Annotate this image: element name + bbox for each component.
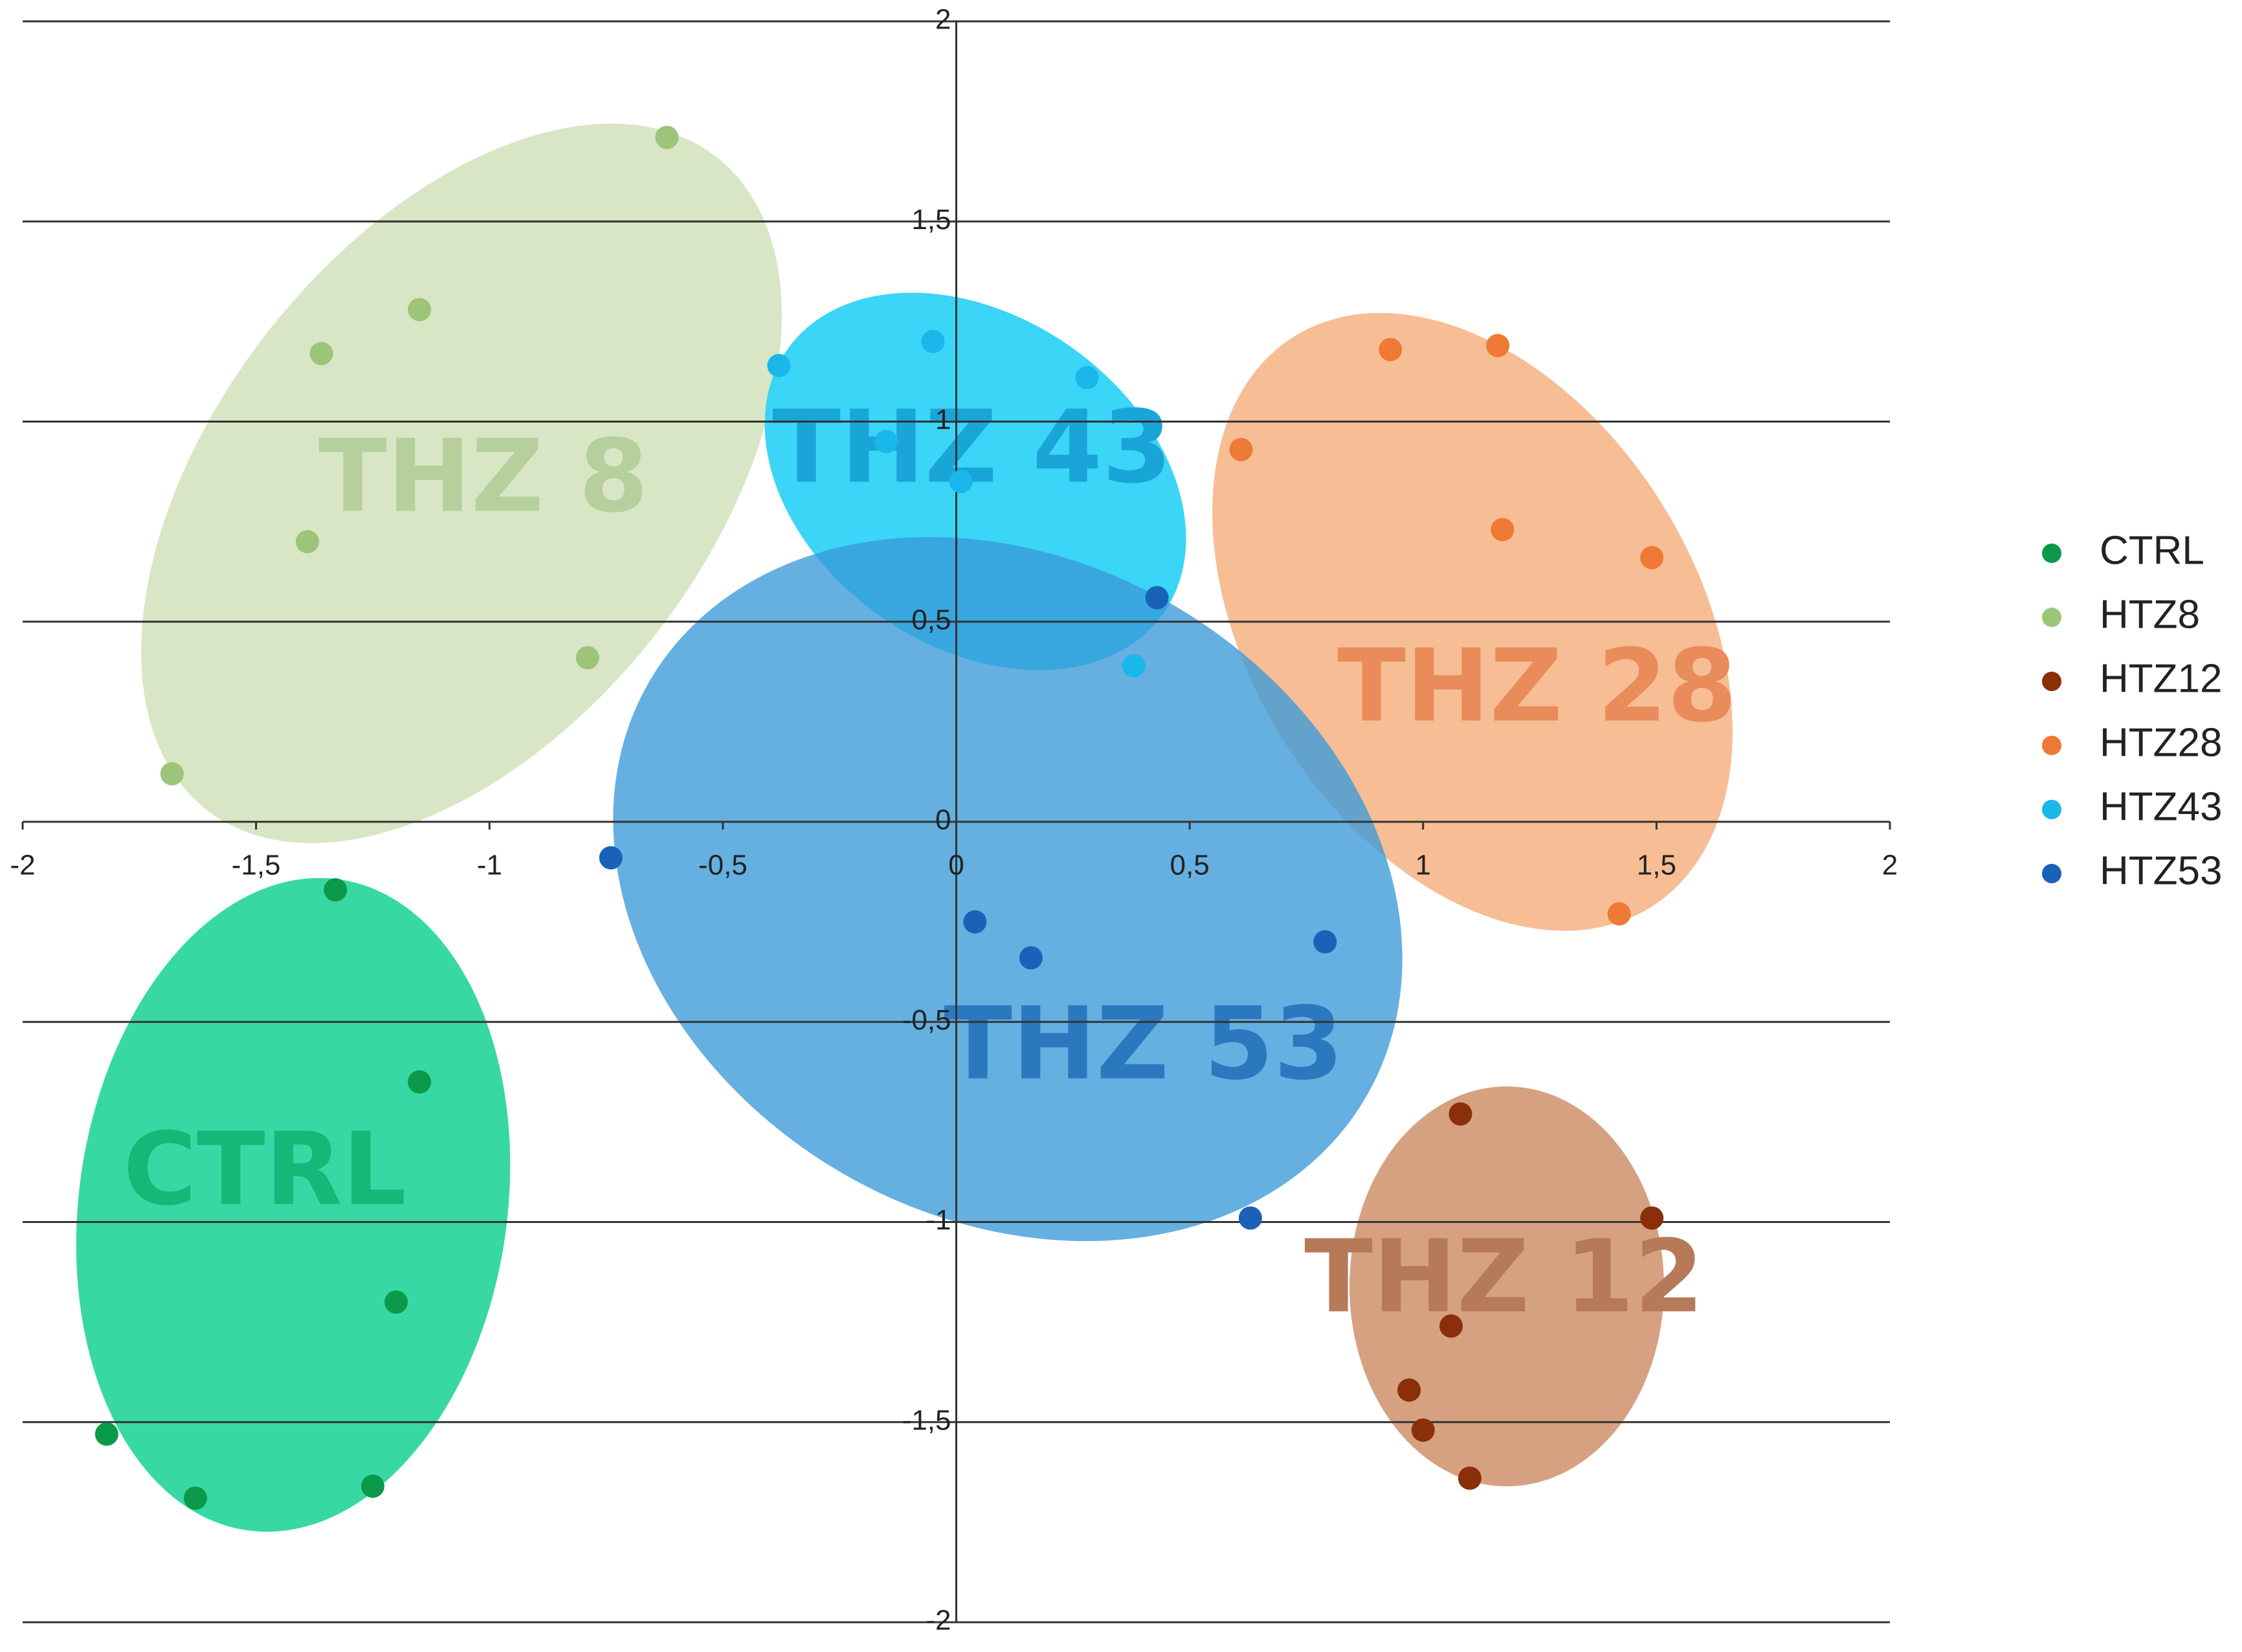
legend-label: HTZ12 xyxy=(2100,656,2222,701)
point xyxy=(408,298,432,322)
y-tick-label: 2 xyxy=(935,4,951,36)
point xyxy=(1075,366,1099,390)
point xyxy=(1379,338,1403,362)
legend-label: HTZ8 xyxy=(2100,592,2200,637)
point xyxy=(1238,1206,1262,1230)
x-tick-label: 0,5 xyxy=(1170,850,1210,881)
legend-marker xyxy=(2042,800,2061,819)
cluster-label: THZ 43 xyxy=(772,388,1172,505)
point xyxy=(324,878,348,902)
cluster-ellipses xyxy=(76,124,1733,1532)
cluster-label: THZ 53 xyxy=(944,985,1344,1102)
y-tick-label: 0,5 xyxy=(911,604,951,635)
point xyxy=(384,1290,408,1314)
cluster-ellipse xyxy=(76,877,511,1532)
point xyxy=(160,762,184,786)
point xyxy=(1229,437,1253,461)
legend-marker xyxy=(2042,608,2061,627)
y-tick-label: -0,5 xyxy=(902,1004,951,1036)
cluster-label: THZ 12 xyxy=(1304,1218,1704,1335)
legend-marker xyxy=(2042,736,2061,755)
y-tick-label: 1,5 xyxy=(911,204,951,236)
legend-label: HTZ28 xyxy=(2100,720,2222,765)
cluster-label: THZ 28 xyxy=(1337,627,1737,744)
point xyxy=(295,530,319,554)
y-tick-label: 1 xyxy=(935,404,951,435)
point xyxy=(655,126,679,149)
x-tick-label: 1 xyxy=(1415,850,1431,881)
point xyxy=(949,470,973,494)
cluster-ellipse xyxy=(1349,1086,1664,1486)
point xyxy=(1640,545,1664,569)
point xyxy=(874,430,898,454)
point xyxy=(963,910,987,934)
point xyxy=(1019,946,1043,970)
y-tick-label: -1 xyxy=(926,1204,951,1236)
point xyxy=(1458,1466,1482,1490)
legend-marker xyxy=(2042,544,2061,563)
point xyxy=(575,646,599,670)
cluster-ellipse xyxy=(141,124,782,843)
point xyxy=(1448,1102,1472,1126)
point xyxy=(1145,586,1169,610)
point xyxy=(309,342,333,366)
y-tick-label: -1,5 xyxy=(902,1404,951,1436)
x-tick-label: 1,5 xyxy=(1637,850,1676,881)
point xyxy=(1640,1206,1664,1230)
cluster-label: THZ 8 xyxy=(318,417,649,534)
legend-marker xyxy=(2042,864,2061,883)
point xyxy=(921,329,945,353)
x-tick-label: 2 xyxy=(1882,850,1898,881)
cluster-label: CTRL xyxy=(123,1110,406,1228)
point xyxy=(94,1422,118,1446)
point xyxy=(767,353,791,377)
x-tick-label: -0,5 xyxy=(698,850,748,881)
y-tick-label: -2 xyxy=(926,1605,951,1636)
point xyxy=(361,1474,384,1498)
point xyxy=(1491,518,1515,542)
point xyxy=(1439,1314,1463,1338)
x-tick-label: 0 xyxy=(948,850,964,881)
legend-label: HTZ43 xyxy=(2100,784,2222,829)
x-tick-label: -2 xyxy=(10,850,35,881)
point xyxy=(1411,1418,1435,1442)
x-tick-label: -1,5 xyxy=(232,850,281,881)
legend-label: CTRL xyxy=(2100,528,2204,573)
point xyxy=(1607,902,1631,926)
cluster-ellipse xyxy=(613,536,1403,1242)
point xyxy=(599,846,623,870)
legend-label: HTZ53 xyxy=(2100,848,2222,893)
point xyxy=(1313,930,1337,954)
point xyxy=(1122,654,1146,677)
point xyxy=(1397,1378,1421,1402)
y-tick-label: 0 xyxy=(935,804,951,836)
x-tick-label: -1 xyxy=(477,850,502,881)
point xyxy=(183,1486,207,1510)
point xyxy=(1486,333,1510,357)
point xyxy=(408,1070,432,1094)
legend-marker xyxy=(2042,672,2061,691)
